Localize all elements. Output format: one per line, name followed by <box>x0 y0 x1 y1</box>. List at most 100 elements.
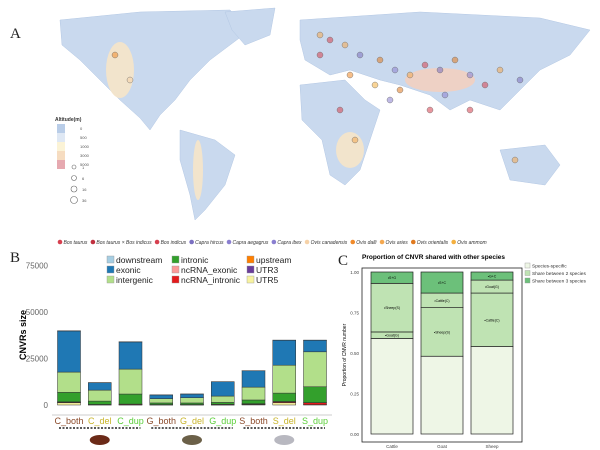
size-circle <box>70 196 78 204</box>
cnvr-shared-chart: Proportion of CNVR shared with other spe… <box>342 254 586 449</box>
species-label: Ovis ammom <box>457 240 486 246</box>
legend-swatch-UTR3 <box>246 265 255 274</box>
sample-point <box>451 56 459 64</box>
segment-label: •G+C <box>488 275 497 279</box>
sample-point <box>516 76 524 84</box>
bar-segment <box>470 271 514 281</box>
segment-label: •Sheep(S) <box>434 330 450 334</box>
size-tick: 1 <box>82 165 85 170</box>
bar-segment <box>370 271 414 284</box>
y-axis-label: CNVRs size <box>18 310 28 360</box>
bar-segment-intronic <box>241 399 266 404</box>
greenland <box>224 7 276 46</box>
x-tick-label: Goat <box>437 444 448 449</box>
species-marker-circle <box>379 239 385 245</box>
y-tick-label: 0.00 <box>350 432 359 437</box>
species-marker-circle <box>154 239 160 245</box>
y-tick-label: 75000 <box>26 262 49 271</box>
sample-point <box>326 36 334 44</box>
eurasia <box>299 11 591 111</box>
legend-label: upstream <box>256 255 291 265</box>
chart-title: Proportion of CNVR shared with other spe… <box>362 254 505 261</box>
sample-point <box>356 51 364 59</box>
segment-label: •S+C <box>438 281 447 285</box>
africa <box>299 79 381 186</box>
bar-segment-exonic <box>88 382 112 391</box>
bar-segment-exonic <box>149 394 173 399</box>
sample-point <box>126 76 134 84</box>
segment-label: •S+G <box>388 276 397 280</box>
x-tick-label: G_del <box>180 416 204 426</box>
bar-segment-exonic <box>57 330 81 373</box>
sample-point <box>406 71 414 79</box>
legend-label: intergenic <box>116 275 154 285</box>
sample-point <box>441 91 449 99</box>
bar-segment <box>470 346 514 435</box>
species-label: Bos taurus <box>64 240 88 246</box>
panel-c-label: C <box>338 253 349 269</box>
bar-segment-intergenic <box>211 395 235 403</box>
bar-segment <box>420 271 464 294</box>
y-tick-label: 1.00 <box>350 270 359 275</box>
y-tick-label: 0.75 <box>350 311 359 316</box>
size-circle <box>71 175 77 181</box>
species-label: Capra ibex <box>277 240 302 246</box>
species-label: Bos taurus × Bos indicus <box>96 240 152 246</box>
rocky-mountains <box>106 42 134 98</box>
bar-segment-exonic <box>272 340 296 366</box>
bar-segment-intergenic <box>88 389 112 402</box>
sample-point <box>371 81 379 89</box>
altitude-tick: 3000 <box>80 153 90 158</box>
species-marker-plus <box>350 239 356 245</box>
size-circle <box>71 164 77 170</box>
legend-swatch-exonic <box>106 265 115 274</box>
south-america <box>179 129 236 221</box>
legend-swatch-intronic <box>171 255 180 264</box>
species-marker-circle <box>226 239 232 245</box>
segment-label: •Cattle(C) <box>484 318 499 322</box>
species-marker-plus <box>451 239 456 245</box>
size-circle <box>70 185 78 193</box>
bar-segment-exonic <box>211 381 235 397</box>
y-axis-label: Proportion of CNVR number <box>342 323 348 386</box>
legend-label: Share between 3 species <box>532 279 586 285</box>
sample-point <box>111 51 119 59</box>
y-tick-label: 0 <box>44 401 49 410</box>
legend-label: intronic <box>181 255 209 265</box>
sample-point <box>511 156 519 164</box>
y-tick-label: 25000 <box>26 355 49 364</box>
panel-a-label: A <box>10 26 21 42</box>
legend-label: Share between 2 species <box>532 271 586 277</box>
legend-label: Species-specific <box>532 264 567 270</box>
goat-icon <box>182 435 202 445</box>
size-tick: 16 <box>82 187 87 192</box>
species-marker-plus <box>271 239 277 245</box>
species-marker-circle-cross <box>90 239 96 245</box>
species-marker-diamond <box>410 239 416 245</box>
legend-swatch <box>524 270 531 276</box>
species-label: Capra hircus <box>195 240 224 246</box>
size-tick: 36 <box>82 198 87 203</box>
legend-swatch-ncRNA_exonic <box>171 265 180 274</box>
north-america <box>59 9 251 131</box>
bar-segment-UTR5 <box>272 402 296 406</box>
bar-segment-intergenic <box>303 351 327 388</box>
species-label: Ovis canadensis <box>311 240 348 246</box>
sample-point <box>336 106 344 114</box>
legend-label: exonic <box>116 265 141 275</box>
bar-segment-UTR5 <box>57 402 81 406</box>
bar-segment-intergenic <box>180 397 204 404</box>
cnvr-size-chart: 0 25000 50000 75000 CNVRs size C_both C_del C_d… <box>18 255 332 445</box>
segment-label: •Sheep(S) <box>384 306 400 310</box>
bar-segment-exonic <box>180 393 204 398</box>
bar-segment-exonic <box>241 370 266 388</box>
altitude-legend-title: Altitude(m) <box>55 117 82 123</box>
sample-point <box>346 71 354 79</box>
bar-segment-intronic <box>211 402 235 405</box>
sample-point <box>396 86 404 94</box>
sample-point <box>316 51 324 59</box>
legend-swatch-UTR5 <box>246 275 255 284</box>
altitude-swatch <box>57 151 65 160</box>
